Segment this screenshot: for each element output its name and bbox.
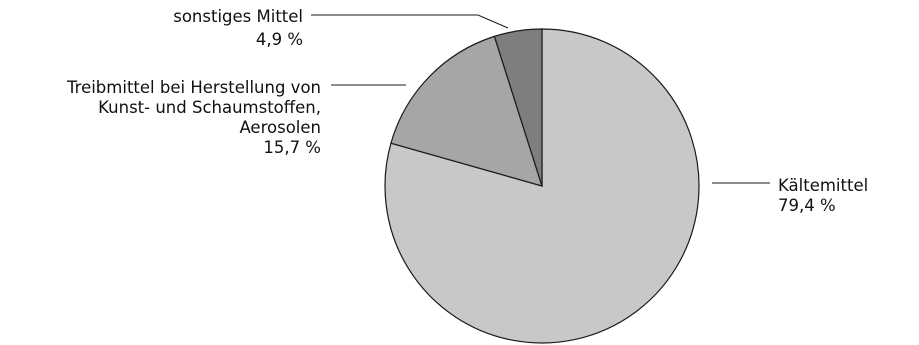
slice-value-label-3: 4,9 % (256, 30, 303, 49)
slice-name-label-2: Kunst- und Schaumstoffen, (98, 98, 321, 117)
slice-value-label-1: 79,4 % (778, 196, 836, 215)
slice-name-label-2: Treibmittel bei Herstellung von (66, 78, 321, 97)
slice-name-label-3: sonstiges Mittel (173, 7, 303, 26)
slice-name-label-1: Kältemittel (778, 176, 868, 195)
pie-slice-3 (493, 28, 543, 187)
leader-lines (311, 14, 770, 184)
slice-name-label-2: Aerosolen (239, 118, 321, 137)
pie-slice-2 (390, 35, 543, 187)
slice-value-label-2: 15,7 % (263, 138, 321, 157)
leader-line-3 (311, 14, 509, 29)
pie-slices (384, 28, 700, 344)
